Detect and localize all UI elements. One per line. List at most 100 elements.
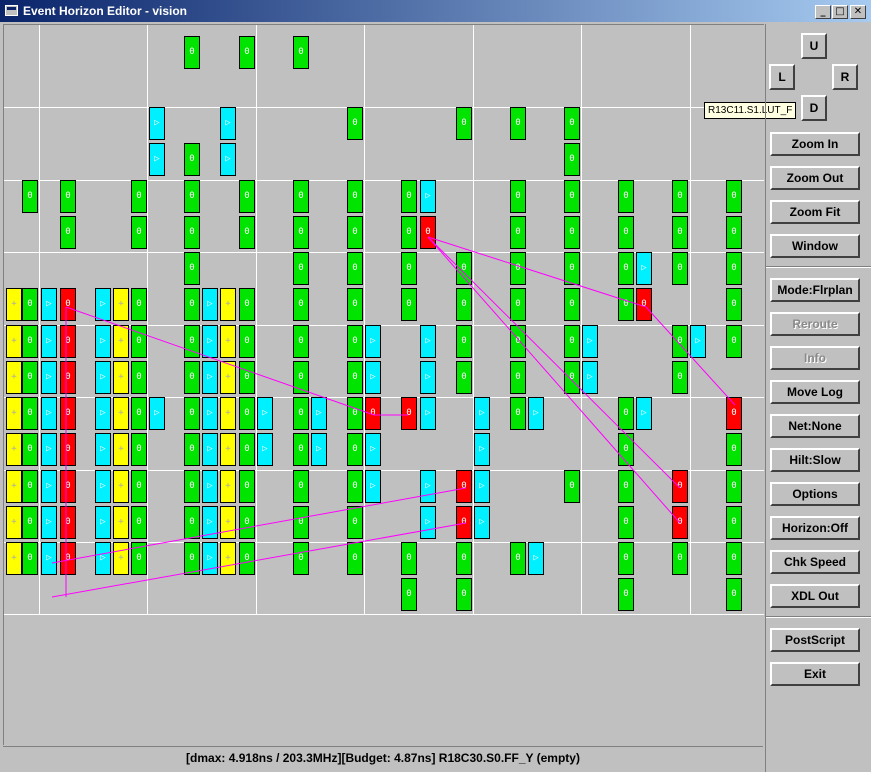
lut-cell[interactable]: 0 <box>401 578 417 611</box>
lut-cell[interactable]: 0 <box>131 433 147 466</box>
zoom-in-button[interactable]: Zoom In <box>770 132 860 156</box>
flipflop-cell[interactable]: ▷ <box>41 506 57 539</box>
lut-cell[interactable]: 0 <box>456 542 472 575</box>
exit-button[interactable]: Exit <box>770 662 860 686</box>
flipflop-cell[interactable]: ▷ <box>202 542 218 575</box>
lut-cell[interactable]: 0 <box>726 252 742 285</box>
lut-cell[interactable]: 0 <box>293 506 309 539</box>
lut-cell[interactable]: 0 <box>564 216 580 249</box>
lut-cell[interactable]: 0 <box>239 216 255 249</box>
lut-cell[interactable]: 0 <box>510 180 526 213</box>
lut-cell[interactable]: 0 <box>401 180 417 213</box>
flipflop-cell[interactable]: ▷ <box>474 397 490 430</box>
lut-cell[interactable]: 0 <box>672 252 688 285</box>
carry-cell[interactable]: + <box>220 433 236 466</box>
zoom-out-button[interactable]: Zoom Out <box>770 166 860 190</box>
carry-cell[interactable]: + <box>113 470 129 503</box>
lut-cell[interactable]: 0 <box>510 325 526 358</box>
critical-cell[interactable]: 0 <box>60 325 76 358</box>
lut-cell[interactable]: 0 <box>618 216 634 249</box>
critical-cell[interactable]: 0 <box>456 470 472 503</box>
critical-cell[interactable]: 0 <box>60 506 76 539</box>
flipflop-cell[interactable]: ▷ <box>257 397 273 430</box>
flipflop-cell[interactable]: ▷ <box>149 143 165 176</box>
flipflop-cell[interactable]: ▷ <box>582 325 598 358</box>
lut-cell[interactable]: 0 <box>184 180 200 213</box>
lut-cell[interactable]: 0 <box>726 578 742 611</box>
lut-cell[interactable]: 0 <box>618 470 634 503</box>
lut-cell[interactable]: 0 <box>618 542 634 575</box>
lut-cell[interactable]: 0 <box>22 433 38 466</box>
carry-cell[interactable]: + <box>113 325 129 358</box>
lut-cell[interactable]: 0 <box>618 252 634 285</box>
lut-cell[interactable]: 0 <box>293 180 309 213</box>
flipflop-cell[interactable]: ▷ <box>41 361 57 394</box>
flipflop-cell[interactable]: ▷ <box>202 506 218 539</box>
carry-cell[interactable]: + <box>220 325 236 358</box>
carry-cell[interactable]: + <box>6 542 22 575</box>
carry-cell[interactable]: + <box>6 506 22 539</box>
flipflop-cell[interactable]: ▷ <box>95 433 111 466</box>
flipflop-cell[interactable]: ▷ <box>220 107 236 140</box>
critical-cell[interactable]: 0 <box>60 433 76 466</box>
flipflop-cell[interactable]: ▷ <box>149 397 165 430</box>
lut-cell[interactable]: 0 <box>347 107 363 140</box>
flipflop-cell[interactable]: ▷ <box>41 288 57 321</box>
carry-cell[interactable]: + <box>6 433 22 466</box>
lut-cell[interactable]: 0 <box>347 397 363 430</box>
lut-cell[interactable]: 0 <box>22 470 38 503</box>
lut-cell[interactable]: 0 <box>456 578 472 611</box>
carry-cell[interactable]: + <box>220 397 236 430</box>
flipflop-cell[interactable]: ▷ <box>365 433 381 466</box>
lut-cell[interactable]: 0 <box>672 542 688 575</box>
lut-cell[interactable]: 0 <box>347 470 363 503</box>
lut-cell[interactable]: 0 <box>293 470 309 503</box>
lut-cell[interactable]: 0 <box>22 361 38 394</box>
lut-cell[interactable]: 0 <box>60 216 76 249</box>
lut-cell[interactable]: 0 <box>456 288 472 321</box>
lut-cell[interactable]: 0 <box>239 506 255 539</box>
lut-cell[interactable]: 0 <box>293 397 309 430</box>
critical-cell[interactable]: 0 <box>60 470 76 503</box>
lut-cell[interactable]: 0 <box>131 325 147 358</box>
lut-cell[interactable]: 0 <box>456 107 472 140</box>
carry-cell[interactable]: + <box>220 288 236 321</box>
flipflop-cell[interactable]: ▷ <box>202 433 218 466</box>
carry-cell[interactable]: + <box>6 397 22 430</box>
flipflop-cell[interactable]: ▷ <box>528 397 544 430</box>
lut-cell[interactable]: 0 <box>726 542 742 575</box>
carry-cell[interactable]: + <box>113 506 129 539</box>
critical-cell[interactable]: 0 <box>365 397 381 430</box>
lut-cell[interactable]: 0 <box>672 216 688 249</box>
lut-cell[interactable]: 0 <box>618 288 634 321</box>
lut-cell[interactable]: 0 <box>22 542 38 575</box>
flipflop-cell[interactable]: ▷ <box>311 433 327 466</box>
lut-cell[interactable]: 0 <box>564 252 580 285</box>
flipflop-cell[interactable]: ▷ <box>365 470 381 503</box>
critical-cell[interactable]: 0 <box>401 397 417 430</box>
lut-cell[interactable]: 0 <box>184 143 200 176</box>
critical-cell[interactable]: 0 <box>60 288 76 321</box>
carry-cell[interactable]: + <box>6 361 22 394</box>
lut-cell[interactable]: 0 <box>60 180 76 213</box>
move-log-button[interactable]: Move Log <box>770 380 860 404</box>
pan-left-button[interactable]: L <box>769 64 795 90</box>
carry-cell[interactable]: + <box>113 288 129 321</box>
lut-cell[interactable]: 0 <box>347 325 363 358</box>
lut-cell[interactable]: 0 <box>510 542 526 575</box>
lut-cell[interactable]: 0 <box>131 397 147 430</box>
lut-cell[interactable]: 0 <box>22 325 38 358</box>
lut-cell[interactable]: 0 <box>726 216 742 249</box>
flipflop-cell[interactable]: ▷ <box>41 433 57 466</box>
lut-cell[interactable]: 0 <box>293 542 309 575</box>
lut-cell[interactable]: 0 <box>510 216 526 249</box>
flipflop-cell[interactable]: ▷ <box>420 361 436 394</box>
maximize-button[interactable]: □ <box>832 5 848 19</box>
pan-down-button[interactable]: D <box>801 95 827 121</box>
lut-cell[interactable]: 0 <box>672 180 688 213</box>
lut-cell[interactable]: 0 <box>347 361 363 394</box>
reroute-button[interactable]: Reroute <box>770 312 860 336</box>
options-button[interactable]: Options <box>770 482 860 506</box>
carry-cell[interactable]: + <box>6 470 22 503</box>
flipflop-cell[interactable]: ▷ <box>95 542 111 575</box>
